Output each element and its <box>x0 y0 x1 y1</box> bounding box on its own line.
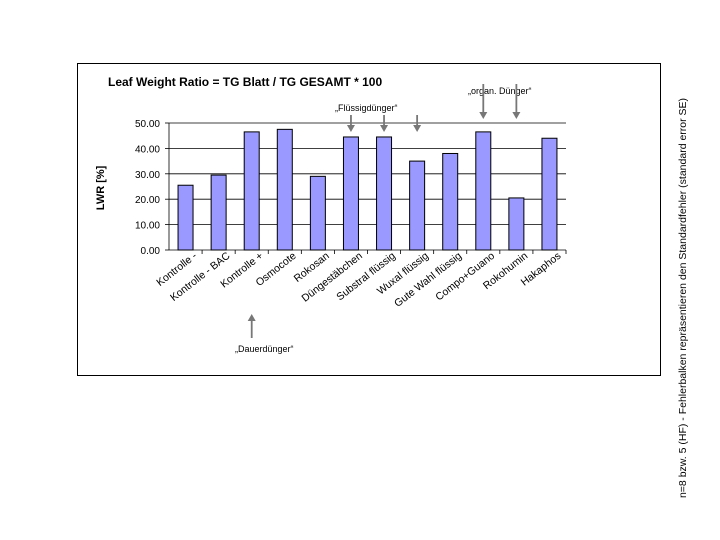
arrow-fluessig-head <box>413 125 422 132</box>
y-tick-label: 50.00 <box>135 119 160 130</box>
bar <box>177 184 194 251</box>
arrow-organ-head <box>512 112 521 119</box>
chart-frame: Leaf Weight Ratio = TG Blatt / TG GESAMT… <box>77 63 661 376</box>
annotation-dauer: „Dauerdünger“ <box>235 344 294 354</box>
y-tick-label: 20.00 <box>135 195 160 206</box>
annotation-organ: „organ. Dünger“ <box>468 86 532 96</box>
bar <box>342 136 359 251</box>
arrow-fluessig-head <box>346 125 355 132</box>
bar <box>276 128 293 251</box>
y-tick-label: 40.00 <box>135 144 160 155</box>
y-tick-label: 10.00 <box>135 221 160 232</box>
bar-chart: Leaf Weight Ratio = TG Blatt / TG GESAMT… <box>95 75 567 354</box>
bar <box>442 152 459 251</box>
arrow-fluessig-head <box>380 125 389 132</box>
bar <box>376 136 393 251</box>
bar <box>508 197 525 251</box>
chart-title: Leaf Weight Ratio = TG Blatt / TG GESAMT… <box>108 75 382 89</box>
y-tick-label: 0.00 <box>141 246 161 257</box>
y-axis-label: LWR [%] <box>95 165 107 210</box>
bar <box>210 174 227 251</box>
bar <box>541 137 558 251</box>
bar <box>243 131 260 251</box>
bar <box>409 160 426 251</box>
arrow-dauer-head <box>247 314 256 321</box>
footnote-vertical: n=8 bzw. 5 (HF) - Fehlerbalken repräsent… <box>677 97 689 499</box>
arrow-organ-head <box>479 112 488 119</box>
bar <box>309 175 326 251</box>
y-tick-label: 30.00 <box>135 170 160 181</box>
annotation-fluessig: „Flüssigdünger“ <box>335 103 398 113</box>
bar <box>475 131 492 251</box>
